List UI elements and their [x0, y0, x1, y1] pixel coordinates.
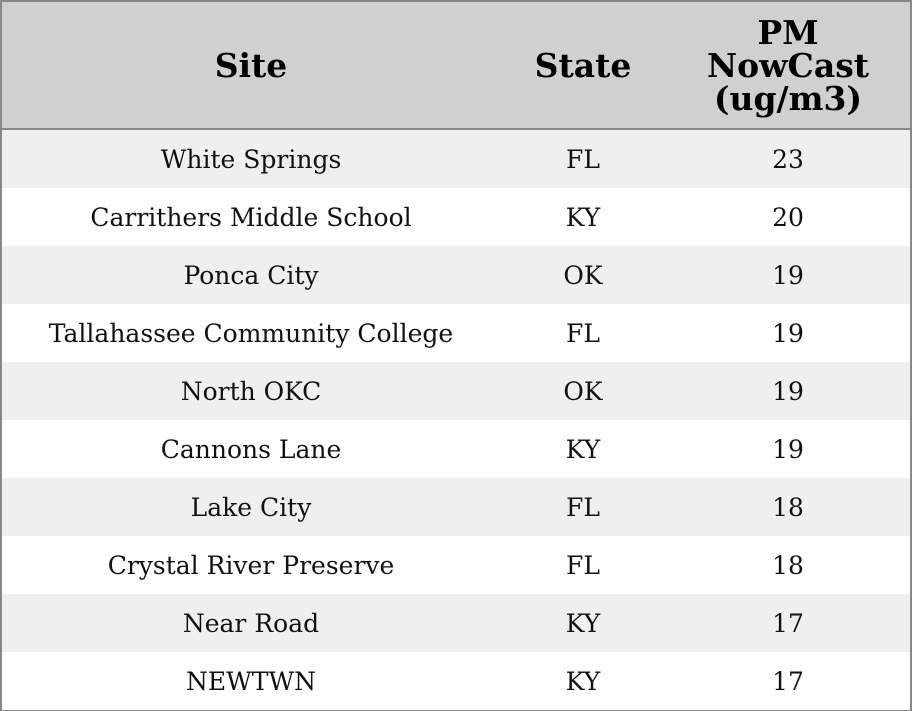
table-row: Crystal River Preserve FL 18	[2, 536, 910, 594]
site-cell: Ponca City	[2, 246, 500, 304]
state-cell: FL	[500, 129, 666, 188]
site-cell: NEWTWN	[2, 652, 500, 710]
site-cell: Carrithers Middle School	[2, 188, 500, 246]
table-row: White Springs FL 23	[2, 129, 910, 188]
value-cell: 23	[666, 129, 910, 188]
table-row: Ponca City OK 19	[2, 246, 910, 304]
state-cell: KY	[500, 420, 666, 478]
site-cell: Tallahassee Community College	[2, 304, 500, 362]
column-header: State	[500, 2, 666, 130]
state-cell: OK	[500, 246, 666, 304]
value-cell: 19	[666, 246, 910, 304]
site-cell: North OKC	[2, 362, 500, 420]
header-text: Site	[214, 45, 288, 85]
table-row: NEWTWN KY 17	[2, 652, 910, 710]
table-row: Lake City FL 18	[2, 478, 910, 536]
value-cell: 20	[666, 188, 910, 246]
column-header: Site	[2, 2, 500, 130]
value-cell: 19	[666, 304, 910, 362]
state-cell: OK	[500, 362, 666, 420]
value-cell: 19	[666, 420, 910, 478]
value-cell: 17	[666, 652, 910, 710]
table-row: North OKC OK 19	[2, 362, 910, 420]
column-header: PM NowCast (ug/m3)	[666, 2, 910, 130]
site-cell: Cannons Lane	[2, 420, 500, 478]
header-text: PM NowCast (ug/m3)	[706, 12, 870, 118]
state-cell: FL	[500, 536, 666, 594]
table-row: Near Road KY 17	[2, 594, 910, 652]
table-row: Cannons Lane KY 19	[2, 420, 910, 478]
table-row: Tallahassee Community College FL 19	[2, 304, 910, 362]
value-cell: 19	[666, 362, 910, 420]
value-cell: 18	[666, 478, 910, 536]
value-cell: 18	[666, 536, 910, 594]
table-header: Site State PM NowCast (ug/m3)	[2, 2, 910, 130]
site-cell: White Springs	[2, 129, 500, 188]
site-cell: Near Road	[2, 594, 500, 652]
header-text: State	[534, 45, 632, 85]
header-row: Site State PM NowCast (ug/m3)	[2, 2, 910, 130]
site-cell: Lake City	[2, 478, 500, 536]
site-cell: Crystal River Preserve	[2, 536, 500, 594]
state-cell: FL	[500, 478, 666, 536]
state-cell: KY	[500, 188, 666, 246]
state-cell: KY	[500, 594, 666, 652]
table-body: White Springs FL 23 Carrithers Middle Schoo…	[2, 129, 910, 710]
value-cell: 17	[666, 594, 910, 652]
state-cell: KY	[500, 652, 666, 710]
state-cell: FL	[500, 304, 666, 362]
table-row: Carrithers Middle School KY 20	[2, 188, 910, 246]
